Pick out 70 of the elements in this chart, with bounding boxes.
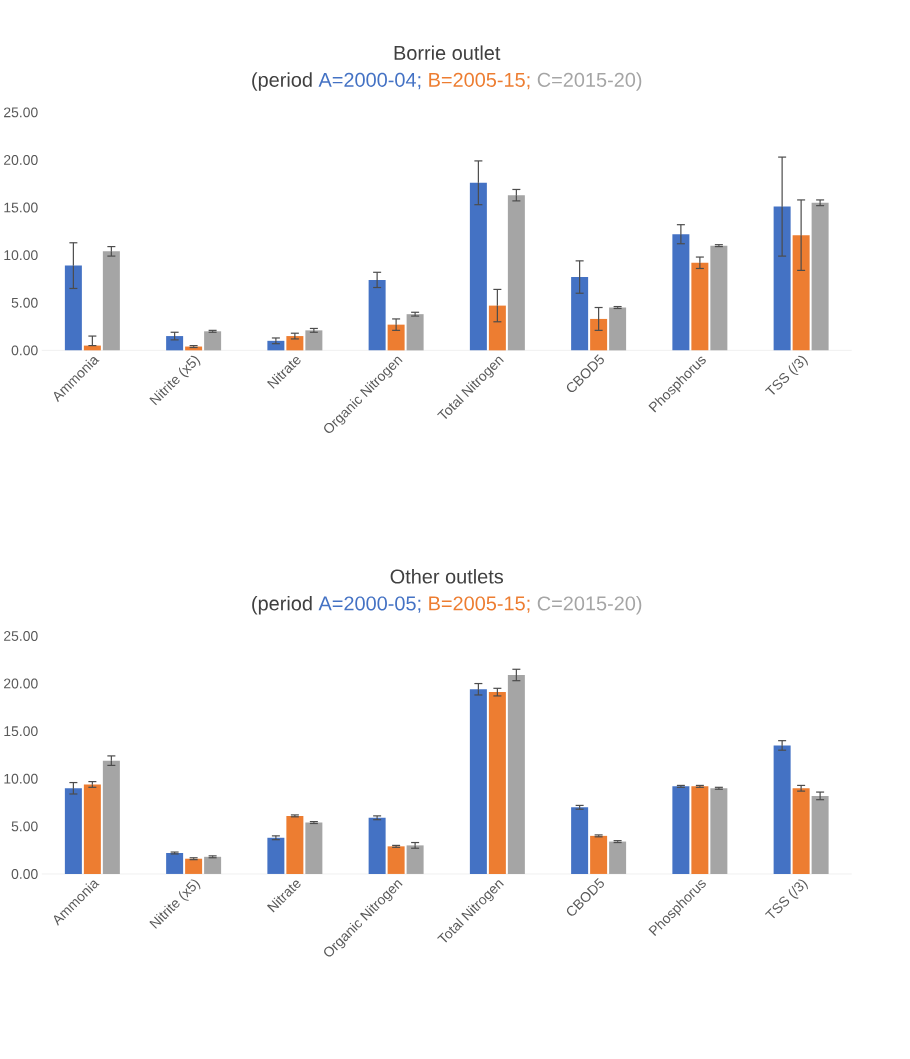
bar — [507, 195, 525, 351]
bar — [286, 336, 304, 351]
bar — [267, 837, 285, 874]
bar — [286, 815, 304, 874]
text: C=2015-20) — [537, 72, 642, 91]
y-tick-label: 25.00 — [3, 631, 38, 641]
bar — [406, 845, 424, 874]
text: C=2015-20) — [537, 595, 642, 615]
bar — [488, 692, 506, 874]
y-tick-label: 0.00 — [11, 869, 38, 879]
bar — [792, 235, 810, 351]
bar — [368, 279, 386, 351]
bar — [792, 788, 810, 874]
bar — [305, 330, 323, 351]
text: A=2000-05; — [318, 596, 421, 613]
bar — [102, 760, 120, 874]
bar — [203, 331, 221, 351]
legend-title: (period — [251, 595, 312, 615]
bar — [102, 251, 120, 351]
bar — [368, 817, 386, 874]
bar — [710, 788, 728, 874]
y-tick-label: 10.00 — [4, 250, 38, 261]
bar — [608, 307, 626, 351]
bar — [469, 182, 487, 351]
y-tick-label: 25.00 — [3, 107, 38, 118]
bar — [589, 835, 607, 874]
bar — [406, 314, 424, 351]
bar — [488, 305, 506, 351]
bar — [811, 795, 829, 874]
bar — [710, 245, 728, 351]
bar — [507, 674, 525, 874]
bar — [165, 853, 183, 874]
bar — [64, 265, 82, 351]
bar — [469, 689, 487, 874]
bar — [608, 841, 626, 874]
chart-title: Borrie outlet — [394, 45, 501, 61]
bar — [83, 784, 101, 874]
bar — [184, 858, 202, 874]
bar — [672, 786, 690, 874]
text: B=2005-15; — [429, 72, 530, 90]
bar — [570, 807, 588, 874]
bar — [305, 822, 323, 874]
text: A=2000-04; — [318, 72, 421, 90]
y-tick-label: 0.00 — [11, 345, 38, 356]
y-tick-label: 15.00 — [4, 202, 38, 213]
x-tick-label: TSS (/3) — [764, 879, 808, 919]
bar — [773, 745, 791, 874]
bar — [267, 340, 285, 351]
y-tick-label: 20.00 — [3, 155, 38, 165]
text: B=2005-15; — [429, 596, 530, 613]
y-tick-label: 15.00 — [4, 726, 38, 737]
bar — [64, 788, 82, 874]
bar — [691, 262, 709, 351]
y-tick-label: 5.00 — [11, 297, 38, 308]
y-tick-label: 10.00 — [4, 773, 38, 784]
legend-title: (period — [251, 72, 312, 91]
bar — [672, 234, 690, 351]
bar — [811, 202, 829, 351]
bar — [387, 324, 405, 351]
bar — [570, 277, 588, 351]
bar — [773, 206, 791, 351]
bar — [165, 336, 183, 351]
bar — [589, 318, 607, 351]
chart-title: Other outlets — [390, 568, 503, 584]
y-tick-label: 5.00 — [11, 821, 38, 832]
bar — [691, 786, 709, 874]
x-tick-label: TSS (/3) — [764, 355, 808, 395]
y-tick-label: 20.00 — [3, 678, 38, 689]
bar — [203, 856, 221, 874]
bar — [387, 846, 405, 874]
